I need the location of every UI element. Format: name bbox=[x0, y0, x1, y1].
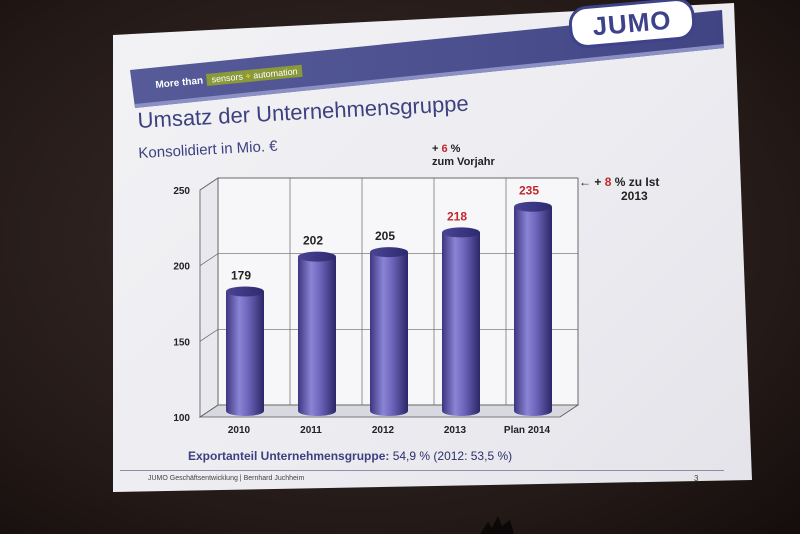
plan-prefix: + bbox=[594, 175, 605, 189]
y-tick-label: 150 bbox=[173, 337, 190, 348]
y-tick-label: 200 bbox=[173, 262, 190, 273]
value-label: 218 bbox=[447, 209, 467, 223]
x-tick-label: 2013 bbox=[444, 425, 467, 436]
bar-top bbox=[298, 251, 336, 262]
x-tick-label: 2011 bbox=[300, 425, 322, 436]
x-tick-label: 2012 bbox=[372, 425, 395, 436]
value-label: 202 bbox=[303, 234, 323, 248]
banner-sensors: sensors bbox=[211, 71, 244, 85]
footer-text: JUMO Geschäftsentwicklung | Bernhard Juc… bbox=[148, 475, 305, 482]
value-labels: 179 202 205 218 235 bbox=[231, 184, 539, 283]
export-label: Exportanteil Unternehmensgruppe: bbox=[188, 449, 390, 463]
chart-side-wall bbox=[199, 177, 219, 418]
bar-body bbox=[370, 252, 408, 416]
banner-plus: + bbox=[244, 70, 252, 82]
footer-divider bbox=[120, 470, 724, 471]
bar-body bbox=[226, 291, 264, 416]
value-label: 205 bbox=[375, 229, 395, 243]
bar bbox=[514, 201, 552, 416]
bars bbox=[226, 201, 552, 416]
yoy-line2: zum Vorjahr bbox=[432, 156, 495, 169]
page-number: 3 bbox=[694, 474, 699, 483]
x-tick-label: Plan 2014 bbox=[504, 425, 551, 436]
plan-percent: 8 bbox=[604, 175, 612, 189]
value-label: 179 bbox=[231, 268, 251, 282]
plan-line2: 2013 bbox=[621, 189, 648, 204]
plan-annotation: ← + 8 % zu Ist 2013 bbox=[579, 175, 659, 204]
plant-silhouette bbox=[480, 516, 514, 534]
y-axis: 100 150 200 250 bbox=[173, 186, 190, 424]
bar bbox=[298, 251, 336, 416]
export-value: 54,9 % (2012: 53,5 %) bbox=[392, 449, 513, 463]
bar-body bbox=[442, 232, 480, 416]
y-tick-label: 100 bbox=[173, 413, 190, 424]
value-label: 235 bbox=[519, 184, 539, 198]
bar-top bbox=[226, 286, 264, 297]
yoy-prefix: + bbox=[432, 143, 442, 155]
bar bbox=[226, 286, 264, 416]
x-tick-label: 2010 bbox=[228, 425, 251, 436]
yoy-suffix: % bbox=[447, 143, 461, 155]
y-tick-label: 250 bbox=[173, 186, 190, 197]
plan-arrow-icon: ← bbox=[579, 175, 591, 189]
bar-body bbox=[298, 256, 336, 416]
bar bbox=[442, 227, 480, 416]
yoy-annotation: + 6 % zum Vorjahr bbox=[432, 143, 495, 169]
bar-top bbox=[370, 247, 408, 258]
bar-top bbox=[442, 227, 480, 238]
export-share: Exportanteil Unternehmensgruppe: 54,9 % … bbox=[188, 449, 512, 463]
bar-top bbox=[514, 201, 552, 212]
yoy-percent: 6 bbox=[441, 143, 448, 155]
bar bbox=[370, 247, 408, 416]
bar-body bbox=[514, 206, 552, 416]
x-axis: 2010 2011 2012 2013 Plan 2014 bbox=[228, 425, 551, 436]
plan-suffix: % zu Ist bbox=[611, 175, 660, 189]
